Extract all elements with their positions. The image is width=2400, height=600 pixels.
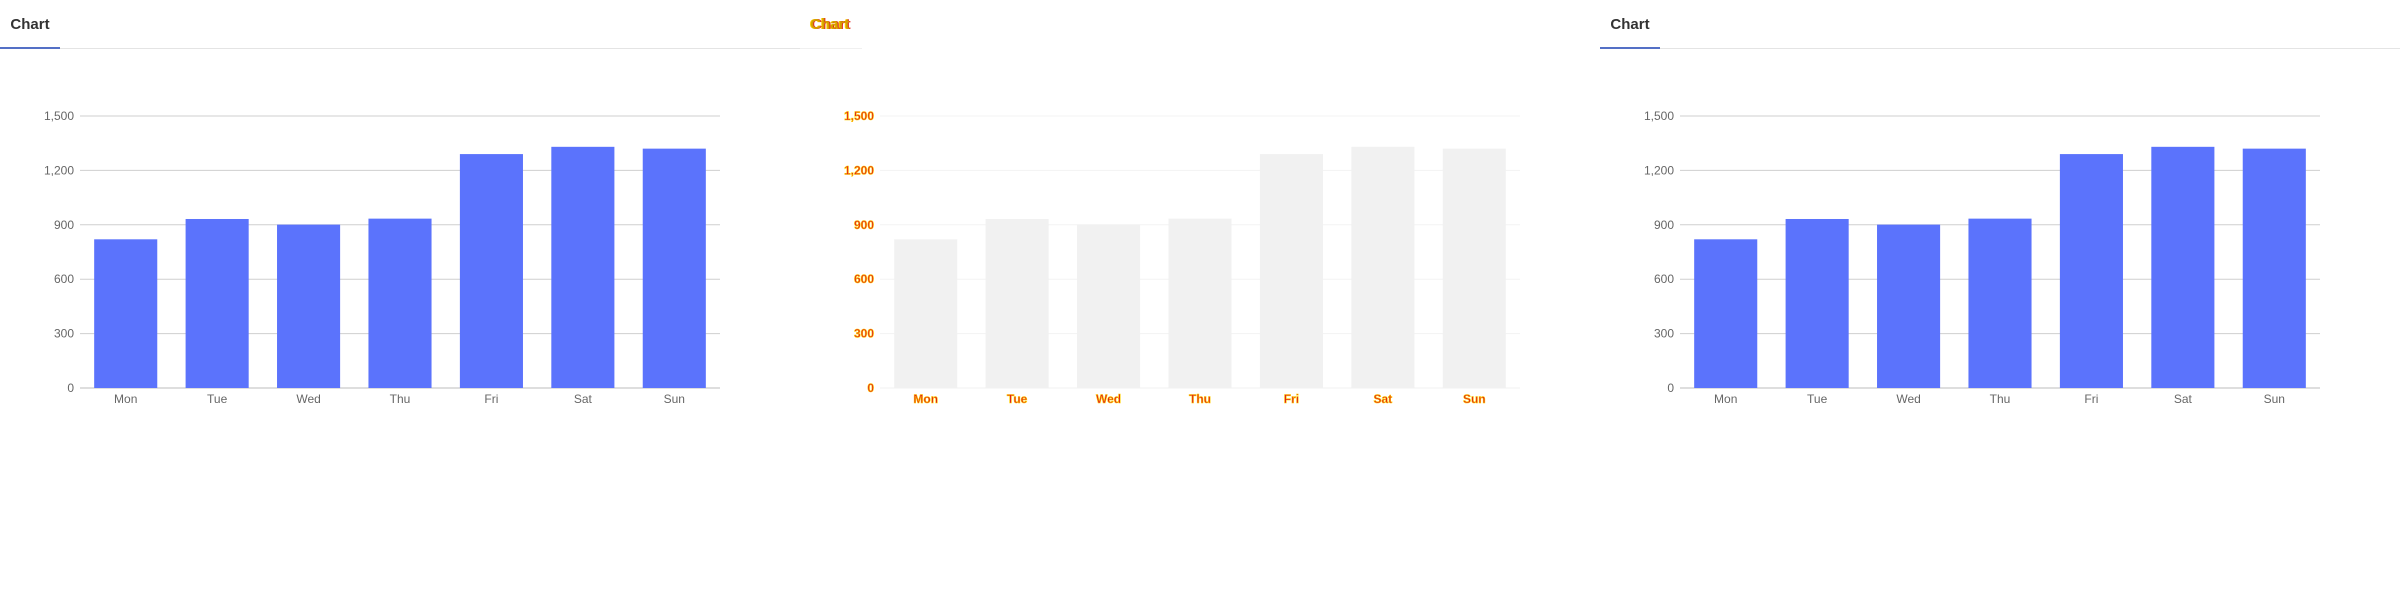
x-tick-label: Tue: [207, 392, 228, 406]
bar-sat[interactable]: [1351, 146, 1415, 388]
x-tick-label: Wed: [1096, 392, 1121, 406]
tab-chart[interactable]: Chart: [1610, 15, 1650, 33]
x-tick-label: Fri: [1284, 392, 1299, 406]
y-tick-label: 0: [1667, 381, 1674, 395]
y-tick-label: 1,200: [44, 163, 74, 177]
y-tick-label: 900: [854, 218, 874, 232]
bar-sun[interactable]: [2242, 148, 2306, 388]
tab-bar: Chart: [800, 0, 862, 49]
tab-chart[interactable]: Chart: [810, 15, 850, 33]
bar-chart: 0 300 600 900 1,200 1,500 Mon Tue Wed Thu Fri Sat Su…: [44, 109, 720, 406]
chart-panel-diff: Chart 0 300 600 900 1,200 1,500 Mon Tue Wed Thu Fr…: [800, 0, 1600, 600]
x-tick-label: Fri: [2084, 392, 2098, 406]
y-tick-label: 300: [54, 327, 74, 341]
y-tick-label: 1,500: [844, 109, 874, 123]
tab-active-indicator: [1600, 47, 1660, 49]
tab-bar: Chart: [1600, 0, 2400, 49]
y-tick-label: 600: [1654, 272, 1674, 286]
y-tick-label: 300: [854, 327, 874, 341]
y-tick-label: 1,500: [44, 109, 74, 123]
x-tick-label: Sat: [574, 392, 593, 406]
bar-wed[interactable]: [1077, 224, 1141, 388]
bar-fri[interactable]: [459, 154, 523, 388]
bar-tue[interactable]: [985, 218, 1049, 388]
bar-fri[interactable]: [1259, 154, 1323, 388]
y-tick-label: 0: [867, 381, 874, 395]
chart-panel-right: Chart 0 300 600 900 1,200 1,500 Mon Tue Wed Thu Fr…: [1600, 0, 2400, 600]
bar-thu[interactable]: [1168, 218, 1232, 388]
bar-sun[interactable]: [642, 148, 706, 388]
x-tick-label: Sun: [2264, 392, 2285, 406]
tab-chart[interactable]: Chart: [10, 15, 50, 33]
x-tick-label: Sun: [1463, 392, 1486, 406]
x-tick-label: Mon: [1714, 392, 1737, 406]
y-tick-label: 600: [854, 272, 874, 286]
y-tick-label: 900: [1654, 218, 1674, 232]
x-tick-label: Fri: [484, 392, 498, 406]
bar-chart: 0 300 600 900 1,200 1,500 Mon Tue Wed Thu Fri Sat Su…: [1644, 109, 2320, 406]
bar-mon[interactable]: [894, 239, 958, 388]
y-tick-label: 600: [54, 272, 74, 286]
tab-bar: Chart: [0, 0, 800, 49]
x-tick-label: Mon: [913, 392, 938, 406]
x-tick-label: Sat: [1374, 392, 1393, 406]
x-tick-label: Sun: [664, 392, 685, 406]
bar-sun[interactable]: [1442, 148, 1506, 388]
x-tick-label: Thu: [1990, 392, 2011, 406]
bar-chart-diff: 0 300 600 900 1,200 1,500 Mon Tue Wed Thu Fri Sat Su…: [844, 109, 1520, 406]
x-tick-label: Wed: [296, 392, 320, 406]
x-tick-label: Tue: [1807, 392, 1828, 406]
y-tick-label: 900: [54, 218, 74, 232]
y-tick-label: 0: [67, 381, 74, 395]
bar-tue[interactable]: [1785, 218, 1849, 388]
x-tick-label: Wed: [1896, 392, 1920, 406]
y-tick-label: 300: [1654, 327, 1674, 341]
bar-mon[interactable]: [1694, 239, 1758, 388]
bar-mon[interactable]: [94, 239, 158, 388]
y-tick-label: 1,500: [1644, 109, 1674, 123]
bar-sat[interactable]: [551, 146, 615, 388]
x-tick-label: Thu: [390, 392, 411, 406]
x-tick-label: Tue: [1007, 392, 1028, 406]
bar-sat[interactable]: [2151, 146, 2215, 388]
x-tick-label: Mon: [114, 392, 137, 406]
bar-wed[interactable]: [1877, 224, 1941, 388]
x-tick-label: Sat: [2174, 392, 2193, 406]
tab-active-indicator: [0, 47, 60, 49]
x-tick-label: Thu: [1189, 392, 1211, 406]
bar-thu[interactable]: [1968, 218, 2032, 388]
chart-panel-left: Chart 0 300 600 900 1,200 1,500 Mon Tue Wed Thu Fr…: [0, 0, 800, 600]
bar-fri[interactable]: [2059, 154, 2123, 388]
bar-wed[interactable]: [277, 224, 341, 388]
bar-tue[interactable]: [185, 218, 249, 388]
bar-thu[interactable]: [368, 218, 432, 388]
y-tick-label: 1,200: [1644, 163, 1674, 177]
y-tick-label: 1,200: [844, 163, 874, 177]
